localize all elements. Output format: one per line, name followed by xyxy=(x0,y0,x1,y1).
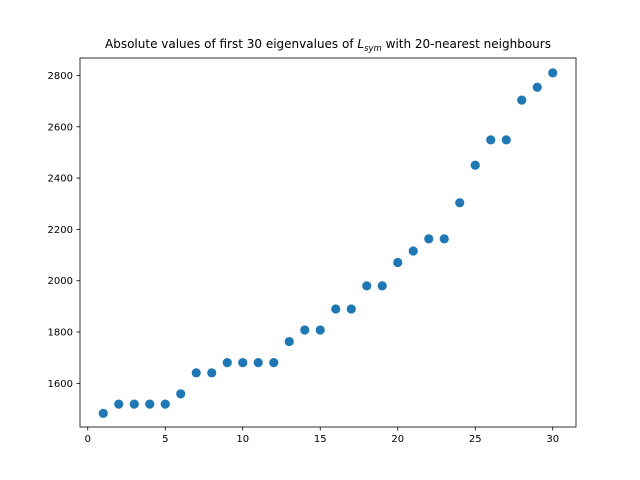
y-tick-label: 2000 xyxy=(48,276,73,287)
data-point xyxy=(300,325,310,335)
data-point xyxy=(315,325,325,335)
data-point xyxy=(362,281,372,291)
data-point xyxy=(238,357,248,368)
data-point xyxy=(129,399,139,409)
data-point xyxy=(548,68,558,78)
x-tick-label: 15 xyxy=(314,434,327,445)
data-point xyxy=(207,368,217,378)
data-point xyxy=(408,246,418,256)
plot-frame xyxy=(79,57,577,428)
data-point xyxy=(393,257,403,268)
data-point xyxy=(501,135,511,145)
y-tick-label: 2800 xyxy=(48,71,73,82)
data-point xyxy=(424,234,434,244)
y-tick-label: 1600 xyxy=(48,379,73,390)
data-point xyxy=(532,82,542,92)
data-point xyxy=(517,95,527,105)
data-point xyxy=(114,399,124,409)
y-tick-label: 2200 xyxy=(48,225,73,236)
data-point xyxy=(98,408,108,418)
data-point xyxy=(160,399,170,409)
data-point xyxy=(269,357,279,368)
x-axis: 0 5 10 15 20 25 30 xyxy=(85,427,559,445)
x-tick-label: 0 xyxy=(85,434,91,445)
data-point xyxy=(331,304,341,314)
x-tick-label: 10 xyxy=(236,434,249,445)
data-point xyxy=(439,234,449,244)
data-points xyxy=(98,68,558,418)
y-tick-label: 2400 xyxy=(48,174,73,185)
y-axis: 1600 1800 2000 2200 2400 2600 2800 xyxy=(48,71,80,390)
y-tick-label: 2600 xyxy=(48,122,73,133)
data-point xyxy=(253,357,263,368)
data-point xyxy=(284,336,294,347)
data-point xyxy=(346,304,356,314)
data-point xyxy=(176,389,186,399)
data-point xyxy=(222,357,232,368)
x-tick-label: 30 xyxy=(546,434,559,445)
data-point xyxy=(455,198,465,208)
x-tick-label: 20 xyxy=(391,434,404,445)
x-tick-label: 25 xyxy=(469,434,482,445)
data-point xyxy=(486,135,496,145)
chart-title: Absolute values of first 30 eigenvalues … xyxy=(105,37,551,54)
data-point xyxy=(470,160,480,170)
y-tick-label: 1800 xyxy=(48,328,73,339)
data-point xyxy=(145,399,155,409)
data-point xyxy=(191,368,201,378)
x-tick-label: 5 xyxy=(162,434,168,445)
data-point xyxy=(377,281,387,291)
